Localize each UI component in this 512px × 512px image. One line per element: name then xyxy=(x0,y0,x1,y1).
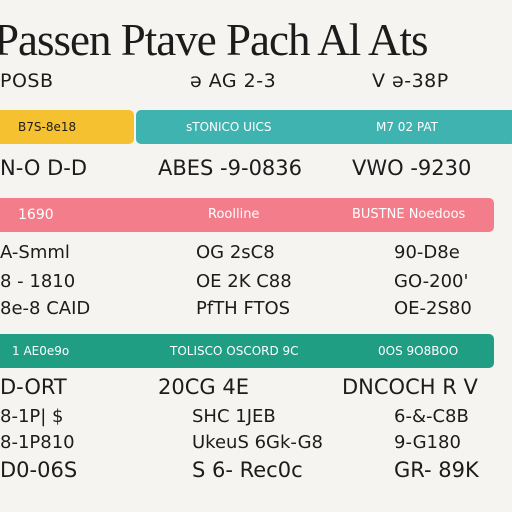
block2-right-1: 90-D8e xyxy=(394,242,460,263)
band1-right-label: M7 02 PAT xyxy=(376,120,438,134)
row1-left: N-O D-D xyxy=(0,156,87,180)
band1-left-label: B7S-8e18 xyxy=(18,120,77,134)
band3-left-label: 1 AE0e9o xyxy=(12,344,70,358)
band3-mid-label: TOLISCO OSCORD 9C xyxy=(170,344,299,358)
block3-mid-1: 20CG 4E xyxy=(158,375,249,399)
block2-right-3: OE-2S80 xyxy=(394,298,472,319)
band1-mid-label: sTONICO UICS xyxy=(186,120,272,134)
row1-mid: ABES -9-0836 xyxy=(158,156,303,180)
block3-left-1: D-ORT xyxy=(0,375,67,399)
block3-right-4: GR- 89K xyxy=(394,458,479,482)
block2-right-2: GO-200' xyxy=(394,271,469,292)
band2-right-label: BUSTNE Noedoos xyxy=(352,207,466,222)
block3-mid-3: UkeuS 6Gk-G8 xyxy=(192,432,323,453)
page-title: Passen Ptave Pach Al Ats xyxy=(0,15,429,65)
block3-right-2: 6-&-C8B xyxy=(394,406,469,427)
subtitle-middle: ə AG 2-3 xyxy=(190,70,277,92)
band2-left-label: 1690 xyxy=(18,207,54,223)
block2-left-1: A-Smml xyxy=(0,242,70,263)
block2-mid-1: OG 2sC8 xyxy=(196,242,275,263)
header-band-teal xyxy=(136,110,512,144)
block3-mid-2: SHC 1JEB xyxy=(192,406,276,427)
header-band-pink xyxy=(0,198,494,232)
header-band-yellow xyxy=(0,110,134,144)
block3-left-3: 8-1P810 xyxy=(0,432,75,453)
header-band-green xyxy=(0,334,494,368)
block3-left-4: D0-06S xyxy=(0,458,78,482)
block3-right-1: DNCOCH R V xyxy=(342,375,478,399)
block2-mid-3: PfTH FTOS xyxy=(196,298,291,319)
block3-right-3: 9-G180 xyxy=(394,432,461,453)
band3-right-label: 0OS 9O8BOO xyxy=(378,344,459,358)
block2-left-3: 8e-8 CAID xyxy=(0,298,91,319)
subtitle-left: POSB xyxy=(0,70,54,92)
block3-mid-4: S 6- Rec0c xyxy=(192,458,303,482)
band2-mid-label: Roolline xyxy=(208,207,260,222)
row1-right: VWO -9230 xyxy=(352,156,472,180)
subtitle-right: V ə-38P xyxy=(372,70,449,92)
block2-mid-2: OE 2K C88 xyxy=(196,271,292,292)
block3-left-2: 8-1P| $ xyxy=(0,406,64,427)
block2-left-2: 8 - 1810 xyxy=(0,271,76,292)
